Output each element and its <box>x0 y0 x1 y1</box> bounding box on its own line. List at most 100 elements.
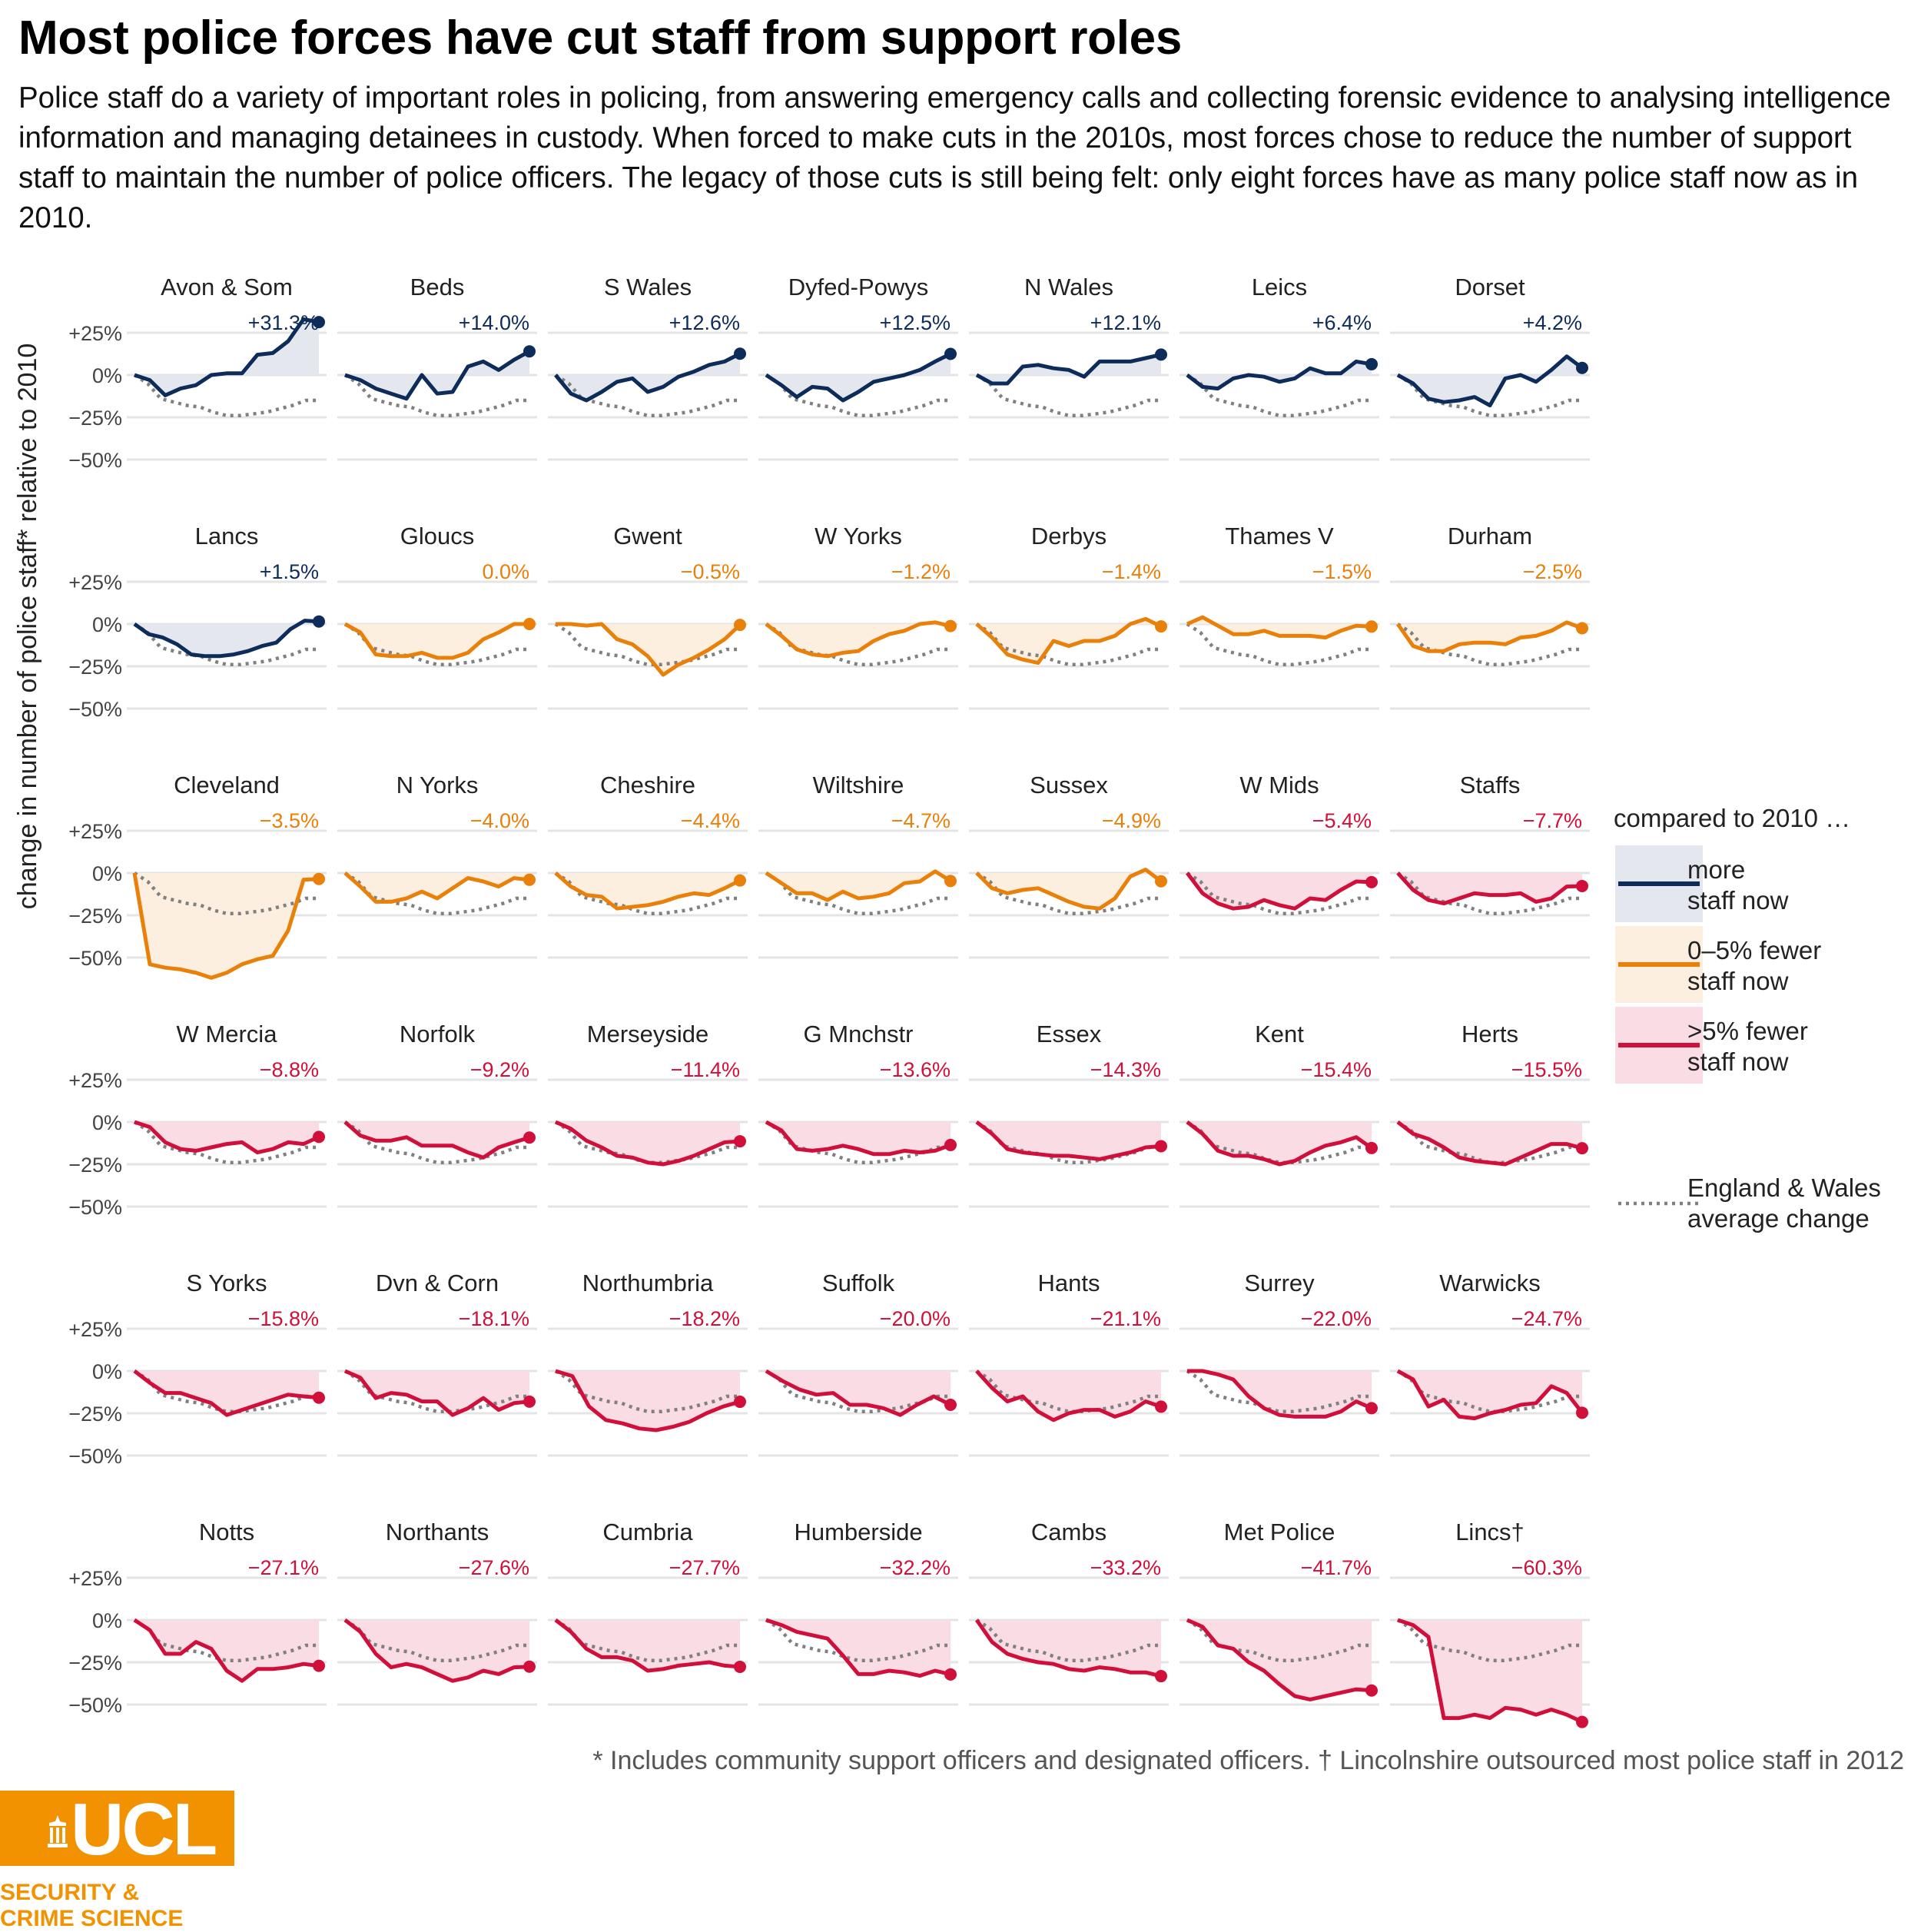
y-tick-label: −50% <box>68 947 122 970</box>
value-label: −32.2% <box>880 1556 951 1579</box>
area-fill <box>977 869 1161 909</box>
panel: Avon & Som +25% 0% −25% −50% +31.3% <box>68 274 327 472</box>
y-tick-label: −25% <box>68 407 122 430</box>
y-tick-label: 0% <box>92 1609 122 1632</box>
end-point <box>313 1391 325 1404</box>
panel-title: Dyfed-Powys <box>788 274 929 300</box>
panel: Beds +14.0% <box>337 274 537 461</box>
area-fill <box>766 1620 951 1676</box>
panel: Cambs −33.2% <box>969 1519 1169 1706</box>
panel-title: Gwent <box>613 523 682 549</box>
value-label: −1.2% <box>891 560 951 583</box>
portico-icon <box>48 1815 68 1847</box>
average-line <box>554 622 740 667</box>
value-label: −0.5% <box>681 560 740 583</box>
average-line <box>554 1120 740 1165</box>
series-line <box>974 1618 1162 1678</box>
area-fill <box>977 1620 1161 1677</box>
panel: S Yorks +25% 0% −25% −50% −15.8% <box>68 1270 327 1468</box>
average-line <box>1186 1120 1372 1165</box>
y-tick-label: 0% <box>92 1360 122 1383</box>
average-line <box>554 1369 740 1414</box>
end-point <box>1576 361 1588 374</box>
panel: W Yorks −1.2% <box>758 523 958 710</box>
value-label: −7.7% <box>1523 809 1582 832</box>
area-fill <box>134 1620 319 1681</box>
legend: compared to 2010 … more staff now 0–5% fewe… <box>1614 804 1881 1233</box>
panel-title: Sussex <box>1030 772 1108 798</box>
y-tick-label: −50% <box>68 698 122 721</box>
value-label: −27.6% <box>459 1556 529 1579</box>
value-label: −13.6% <box>880 1058 951 1081</box>
chart-title: Most police forces have cut staff from s… <box>18 12 1183 65</box>
value-label: +1.5% <box>260 560 319 583</box>
panel-title: Durham <box>1448 523 1532 549</box>
value-label: −2.5% <box>1523 560 1582 583</box>
panel: Norfolk −9.2% <box>337 1021 537 1208</box>
y-axis-label: change in number of police staff* relati… <box>13 344 42 910</box>
value-label: −24.7% <box>1511 1307 1582 1330</box>
panel: Warwicks −24.7% <box>1390 1270 1590 1457</box>
y-tick-label: −25% <box>68 656 122 679</box>
series-line <box>975 1120 1162 1161</box>
value-label: −15.8% <box>248 1307 319 1330</box>
panel: Durham −2.5% <box>1390 523 1590 710</box>
y-tick-label: +25% <box>68 322 122 345</box>
y-tick-label: 0% <box>92 613 122 636</box>
panel: Notts +25% 0% −25% −50% −27.1% <box>68 1519 327 1717</box>
panel-title: S Yorks <box>186 1270 267 1296</box>
end-point <box>1155 1400 1167 1413</box>
panel-title: Thames V <box>1225 523 1334 549</box>
end-point <box>1365 1402 1378 1415</box>
series-line <box>134 1120 320 1155</box>
value-label: +31.3% <box>248 311 319 334</box>
value-label: +12.1% <box>1090 311 1161 334</box>
series-line <box>1395 620 1583 653</box>
panel-title: Humberside <box>794 1519 922 1545</box>
panel: Suffolk −20.0% <box>758 1270 958 1457</box>
series-line <box>554 1618 741 1673</box>
average-line <box>554 1618 740 1663</box>
average-line <box>1186 373 1372 418</box>
end-point <box>1365 1141 1378 1154</box>
series-line <box>556 622 742 677</box>
panel-title: W Yorks <box>815 523 902 549</box>
average-line <box>975 1618 1161 1663</box>
end-point <box>1365 620 1378 633</box>
series-line <box>133 1369 320 1417</box>
logo-box: UCL <box>0 1791 234 1867</box>
y-tick-label: −50% <box>68 1694 122 1717</box>
end-point <box>313 1659 325 1672</box>
end-point <box>944 875 957 888</box>
legend-item-average: England & Wales average change <box>1618 1173 1881 1233</box>
panel: Northants −27.6% <box>337 1519 537 1706</box>
series-line <box>1187 1369 1373 1419</box>
y-tick-label: −50% <box>68 449 122 472</box>
panel: Surrey −22.0% <box>1179 1270 1379 1457</box>
end-point <box>1576 1142 1588 1155</box>
end-point <box>313 316 325 329</box>
legend-title: compared to 2010 … <box>1614 804 1850 832</box>
end-point <box>734 347 746 360</box>
value-label: −15.4% <box>1301 1058 1372 1081</box>
series-line <box>343 1120 530 1160</box>
legend-label: >5% fewer staff now <box>1687 1017 1808 1076</box>
panel-title: Lancs <box>195 523 259 549</box>
average-line <box>975 871 1161 916</box>
area-fill <box>1398 356 1582 406</box>
average-line <box>765 373 951 418</box>
value-label: +6.4% <box>1312 311 1372 334</box>
series-line <box>1186 871 1372 911</box>
area-fill <box>1398 1371 1582 1419</box>
value-label: −11.4% <box>671 1058 740 1081</box>
value-label: −41.7% <box>1301 1556 1372 1579</box>
y-tick-label: +25% <box>68 571 122 594</box>
series-line <box>344 350 531 401</box>
series-line <box>134 317 320 397</box>
series-line <box>975 352 1162 386</box>
end-point <box>523 1395 536 1408</box>
panel-title: Cambs <box>1031 1519 1106 1545</box>
panel-title: N Wales <box>1024 274 1113 300</box>
value-label: −33.2% <box>1090 1556 1161 1579</box>
series-line <box>765 352 952 403</box>
